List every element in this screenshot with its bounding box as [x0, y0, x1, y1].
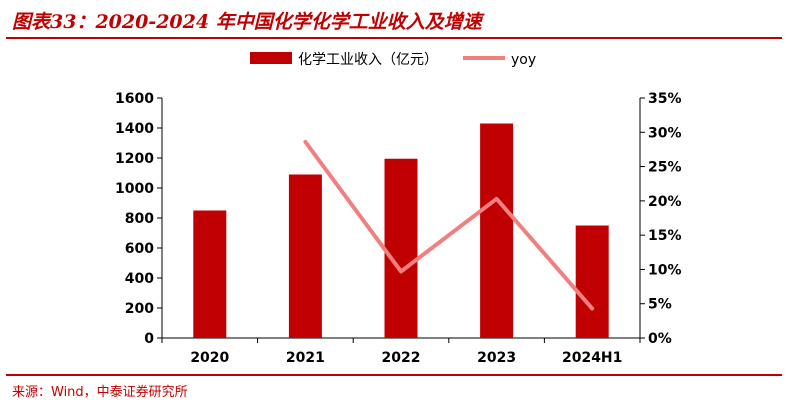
right-tick-label: 5% — [648, 297, 672, 313]
bars — [193, 123, 609, 338]
x-tick-label: 2022 — [382, 350, 421, 366]
left-tick-label: 1200 — [115, 151, 154, 167]
bar-2024H1 — [575, 225, 609, 338]
title-rule — [6, 37, 782, 39]
bar-2022 — [384, 158, 418, 338]
left-tick-label: 0 — [144, 331, 154, 347]
x-tick-label: 2024H1 — [562, 350, 622, 366]
title-bar: 图表33：2020-2024 年中国化学化学工业收入及增速 — [0, 0, 788, 40]
source-note: 来源：Wind，中泰证券研究所 — [12, 385, 188, 400]
right-tick-label: 20% — [648, 194, 682, 210]
legend-label-bar: 化学工业收入（亿元） — [298, 52, 438, 68]
x-tick-label: 2020 — [190, 350, 229, 366]
bar-2021 — [288, 174, 322, 338]
legend: 化学工业收入（亿元） yoy — [250, 52, 536, 68]
right-tick-label: 35% — [648, 91, 682, 107]
x-tick-label: 2021 — [286, 350, 325, 366]
right-tick-label: 25% — [648, 160, 682, 176]
right-tick-label: 30% — [648, 125, 682, 141]
yoy-line-group — [303, 139, 595, 311]
bottom-rule — [6, 374, 782, 376]
legend-swatch-bar — [250, 52, 292, 64]
left-tick-label: 600 — [125, 241, 154, 257]
bar-2020 — [193, 210, 227, 338]
left-tick-label: 1600 — [115, 91, 154, 107]
right-tick-label: 15% — [648, 228, 682, 244]
left-tick-label: 400 — [125, 271, 154, 287]
left-tick-label: 1400 — [115, 121, 154, 137]
bar-2023 — [480, 123, 514, 338]
figure-title: 图表33：2020-2024 年中国化学化学工业收入及增速 — [12, 11, 482, 33]
right-tick-label: 10% — [648, 262, 682, 278]
tick-labels: 0 200 400 600 800 1000 1200 1400 1600 0% 5% 10% 15% 2… — [115, 91, 681, 366]
x-tick-label: 2023 — [477, 350, 516, 366]
left-tick-label: 800 — [125, 211, 154, 227]
right-tick-label: 0% — [648, 331, 672, 347]
legend-label-line: yoy — [511, 52, 536, 68]
yoy-line — [303, 139, 595, 311]
chart: 化学工业收入（亿元） yoy 0 200 400 600 800 1000 1200 1400 1… — [115, 52, 682, 366]
left-tick-label: 200 — [125, 301, 154, 317]
left-tick-label: 1000 — [115, 181, 154, 197]
